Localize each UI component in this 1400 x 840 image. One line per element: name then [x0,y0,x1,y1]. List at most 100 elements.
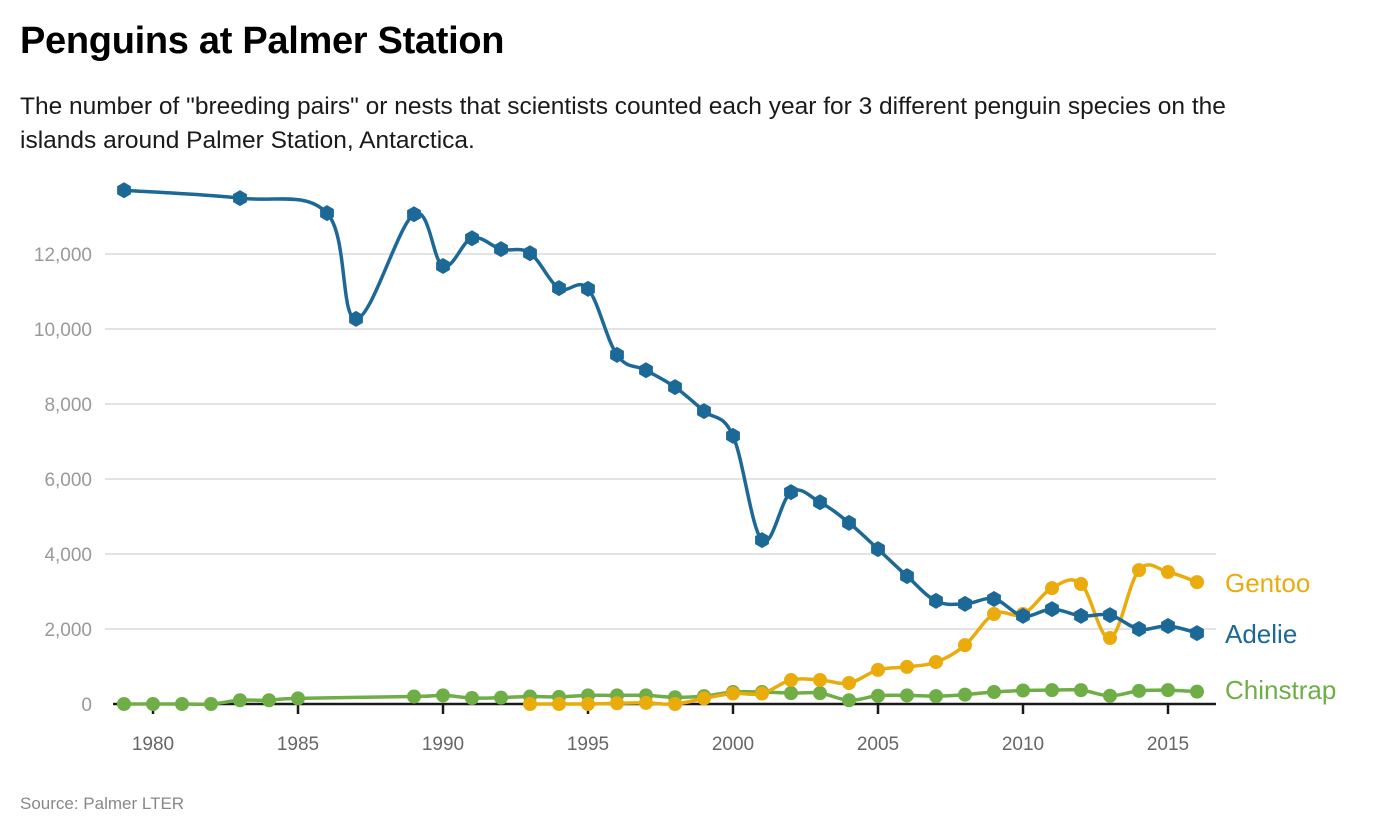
data-point [1045,581,1059,596]
data-point [1132,621,1146,637]
data-point [958,638,972,653]
series-label-adelie: Adelie [1225,619,1297,649]
data-point [146,697,160,711]
data-point [1161,565,1175,579]
x-tick-label: 2000 [712,734,754,755]
data-point [494,690,508,705]
data-point [929,592,943,609]
data-point [871,662,885,677]
x-tick-label: 1990 [422,734,464,755]
series-line-gentoo [529,563,1198,706]
data-point [1074,683,1088,698]
x-tick-label: 1995 [567,734,609,755]
chart-subtitle: The number of "breeding pairs" or nests … [20,93,1226,154]
series-line-adelie [123,188,1198,635]
x-tick-label: 1980 [132,734,174,755]
series-layer [117,182,1204,711]
data-point [465,691,479,705]
source-note: Source: Palmer LTER [20,794,185,813]
data-point [871,688,885,703]
data-point [117,182,131,199]
data-point [929,655,943,669]
data-point [552,280,566,297]
data-point [262,693,276,708]
y-tick-label: 12,000 [34,245,92,266]
data-point [1161,618,1175,634]
y-tick-label: 8,000 [44,395,92,416]
data-point [755,686,769,701]
data-point [233,190,247,207]
data-point [987,591,1001,607]
data-point [639,695,653,710]
series-label-chinstrap: Chinstrap [1225,675,1336,705]
series-labels: Chinstrap Gentoo Adelie [1225,568,1336,705]
data-point [407,689,421,704]
data-point [1190,575,1204,590]
x-tick-label: 1985 [277,734,319,755]
data-point [1161,683,1175,698]
data-point [987,607,1001,621]
data-point [117,697,131,711]
data-point [639,362,653,379]
data-point [871,541,885,558]
data-point [842,514,856,531]
data-point [697,691,711,706]
y-tick-label: 4,000 [44,545,92,566]
data-point [1190,625,1204,642]
data-point [813,673,827,687]
data-point [436,688,450,703]
data-point [581,697,595,711]
data-point [929,689,943,704]
data-point [697,403,711,420]
data-point [1132,683,1146,698]
gridlines [105,253,1216,630]
data-point [552,697,566,711]
series-label-gentoo: Gentoo [1225,568,1310,598]
data-point [233,693,247,708]
data-point [1132,563,1146,578]
data-point [494,241,508,258]
data-point [784,686,798,701]
data-point [523,697,537,711]
chart-title: Penguins at Palmer Station [20,20,505,62]
data-point [1045,601,1059,618]
y-tick-label: 6,000 [44,470,92,491]
data-point [581,280,595,297]
data-point [349,310,363,327]
data-point [987,685,1001,699]
data-point [1016,683,1030,698]
data-point [320,205,334,222]
x-axis: 1980 1985 1990 1995 2000 2005 2010 2015 [113,702,1216,755]
data-point [610,696,624,711]
data-point [204,697,218,711]
data-point [610,346,624,363]
data-point [407,206,421,223]
data-point [523,245,537,262]
data-point [900,568,914,585]
data-point [755,532,769,549]
data-point [436,258,450,274]
series-adelie [117,182,1204,642]
data-point [842,676,856,690]
data-point [958,687,972,702]
data-point [900,688,914,703]
data-point [900,659,914,674]
x-tick-label: 2005 [857,734,899,755]
y-tick-label: 0 [81,695,92,716]
data-point [291,691,305,706]
data-point [668,379,682,396]
data-point [175,697,189,711]
x-tick-label: 2010 [1002,734,1044,755]
data-point [726,686,740,701]
data-point [668,697,682,711]
data-point [1190,684,1204,699]
y-tick-label: 10,000 [34,320,92,341]
data-point [465,230,479,247]
data-point [784,673,798,687]
data-point [813,686,827,701]
data-point [1103,631,1117,645]
data-point [1074,577,1088,591]
data-point [1103,688,1117,703]
data-point [726,427,740,444]
